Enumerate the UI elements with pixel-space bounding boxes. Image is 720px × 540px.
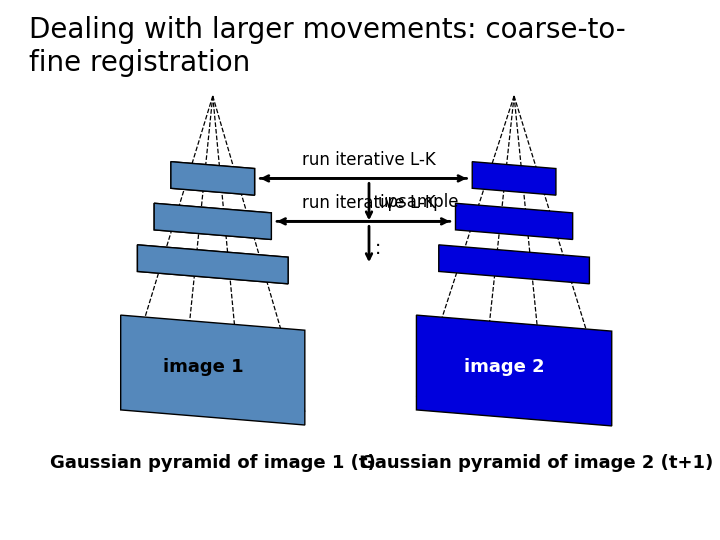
Polygon shape bbox=[138, 245, 288, 284]
Polygon shape bbox=[121, 315, 305, 425]
Text: upsample: upsample bbox=[377, 193, 459, 211]
Text: image 2: image 2 bbox=[464, 359, 544, 376]
Polygon shape bbox=[456, 203, 572, 239]
Text: run iterative L-K: run iterative L-K bbox=[302, 151, 436, 169]
Polygon shape bbox=[472, 161, 556, 195]
Text: Dealing with larger movements: coarse-to-
fine registration: Dealing with larger movements: coarse-to… bbox=[29, 16, 626, 77]
Text: .: . bbox=[374, 239, 381, 258]
Text: Gaussian pyramid of image 2 (t+1): Gaussian pyramid of image 2 (t+1) bbox=[360, 454, 713, 472]
Polygon shape bbox=[438, 245, 590, 284]
Text: .: . bbox=[374, 231, 381, 249]
Polygon shape bbox=[138, 245, 288, 284]
Polygon shape bbox=[171, 161, 255, 195]
Text: Gaussian pyramid of image 1 (t): Gaussian pyramid of image 1 (t) bbox=[50, 454, 376, 472]
Text: run iterative L-K: run iterative L-K bbox=[302, 194, 436, 212]
Polygon shape bbox=[154, 203, 271, 239]
Polygon shape bbox=[171, 161, 255, 195]
Polygon shape bbox=[416, 315, 612, 426]
Text: image 1: image 1 bbox=[163, 358, 244, 376]
Polygon shape bbox=[154, 203, 271, 239]
